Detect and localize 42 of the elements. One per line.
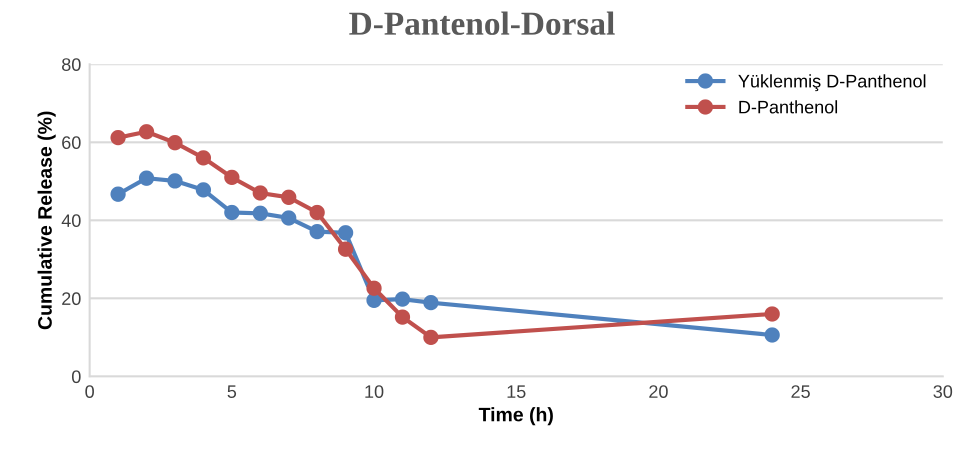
point (281, 190, 296, 205)
y-tick-label: 80 (62, 58, 81, 71)
point (252, 185, 268, 201)
x-tick-label: 25 (791, 385, 810, 398)
x-tick-label: 10 (365, 385, 384, 398)
point (423, 330, 439, 346)
point (196, 150, 212, 166)
point (196, 182, 212, 198)
x-tick-label: 20 (649, 385, 668, 398)
point (394, 291, 410, 307)
point (138, 124, 154, 140)
point (138, 170, 154, 186)
y-tick-label: 60 (62, 136, 81, 150)
point (310, 224, 325, 240)
point (366, 280, 382, 296)
point (252, 206, 268, 221)
point (338, 225, 354, 240)
point (110, 130, 126, 146)
point (764, 327, 780, 343)
point (224, 204, 240, 220)
point (281, 210, 296, 226)
point (167, 135, 183, 150)
y-axis-title: Cumulative Release (%) (38, 112, 56, 330)
point (338, 242, 354, 257)
x-tick-label: 5 (228, 385, 236, 398)
x-axis-title: Time (h) (478, 407, 553, 426)
y-tick-label: 40 (62, 214, 81, 228)
point (167, 173, 183, 189)
point (394, 309, 410, 325)
y-tick-label: 20 (62, 292, 81, 306)
x-tick-label: 0 (85, 385, 94, 398)
point (110, 186, 126, 202)
legend-label: Yüklenmiş D-Panthenol (738, 74, 926, 92)
legend-label: D-Panthenol (739, 100, 838, 114)
chart-title: D-Pantenol-Dorsal (349, 11, 615, 35)
x-tick-label: 30 (933, 385, 952, 398)
y-tick-label: 0 (72, 370, 81, 384)
point (423, 295, 439, 310)
point (310, 204, 325, 220)
point (224, 170, 240, 186)
point (764, 306, 780, 322)
x-tick-label: 15 (508, 385, 526, 398)
